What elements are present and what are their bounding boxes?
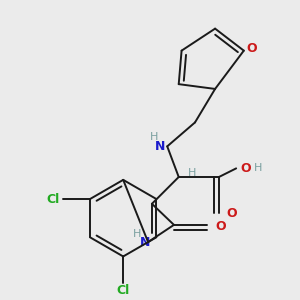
Text: Cl: Cl (46, 193, 59, 206)
Text: O: O (226, 207, 237, 220)
Text: O: O (246, 42, 257, 55)
Text: O: O (215, 220, 226, 233)
Text: Cl: Cl (117, 284, 130, 297)
Text: H: H (150, 132, 158, 142)
Text: H: H (188, 168, 196, 178)
Text: N: N (155, 140, 165, 153)
Text: H: H (132, 230, 141, 239)
Text: O: O (240, 162, 250, 175)
Text: N: N (140, 236, 150, 249)
Text: H: H (254, 164, 262, 173)
